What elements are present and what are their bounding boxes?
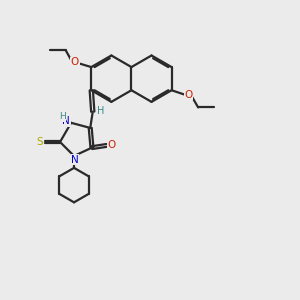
Text: N: N — [71, 155, 79, 165]
Text: O: O — [184, 90, 193, 100]
Text: S: S — [36, 137, 43, 147]
Text: O: O — [108, 140, 116, 150]
Text: H: H — [98, 106, 105, 116]
Text: N: N — [62, 116, 70, 126]
Text: O: O — [71, 57, 79, 67]
Text: H: H — [59, 112, 66, 122]
